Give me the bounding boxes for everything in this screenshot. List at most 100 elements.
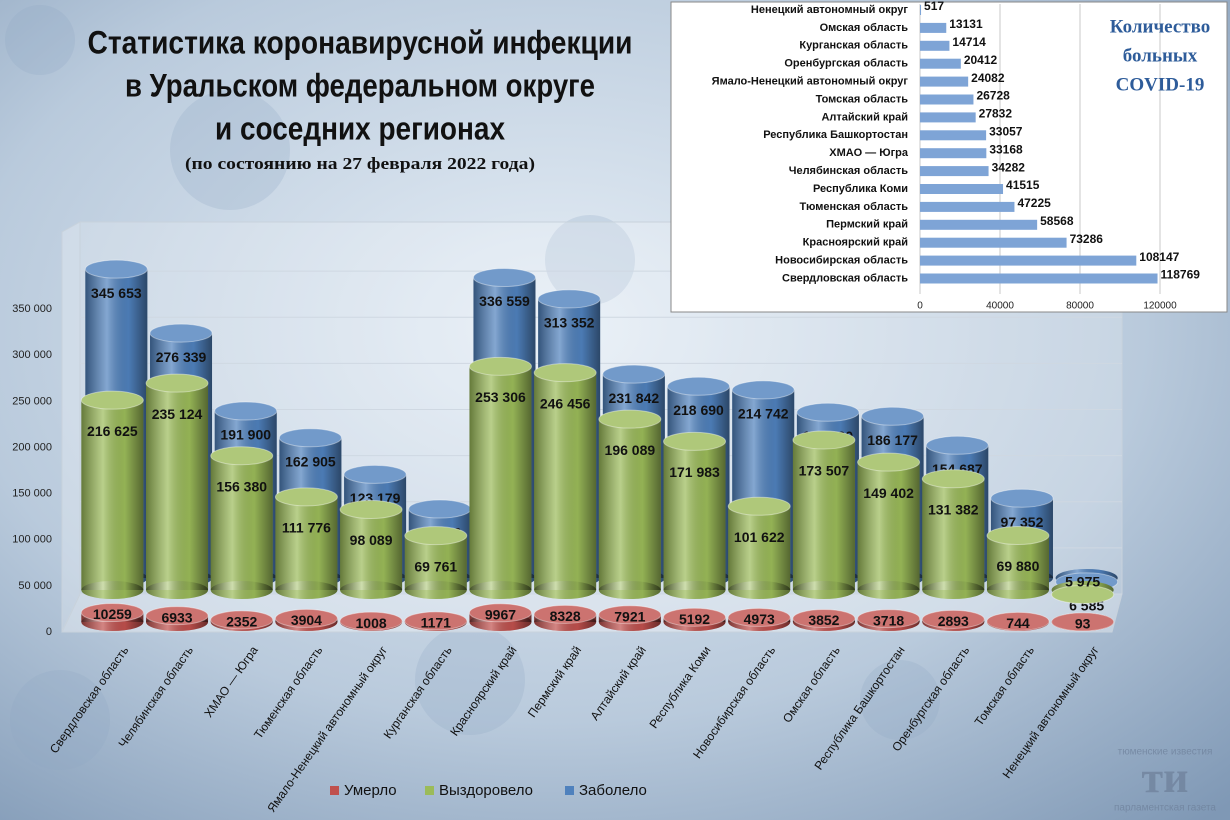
- x-tick-label: 40000: [986, 301, 1014, 312]
- logo-top: тюменские известия: [1118, 747, 1213, 758]
- dead-cylinder-top-light: [728, 608, 791, 627]
- recovered-cylinder-shade: [275, 496, 338, 590]
- legend-swatch: [425, 786, 434, 795]
- value-label: 41515: [1006, 178, 1040, 192]
- value-label: 191 900: [220, 427, 271, 443]
- dead-cylinder-top: [727, 607, 791, 627]
- virus-decoration: [5, 5, 940, 770]
- category-label: Курганская область: [799, 40, 908, 52]
- dead-cylinder-top: [404, 611, 468, 631]
- value-label: 218 690: [673, 402, 724, 418]
- sick-cylinder-top: [990, 488, 1054, 508]
- dead-cylinder-top-light: [210, 610, 273, 629]
- recovered-cylinder-bottom-shade: [146, 581, 209, 599]
- value-label: 149 402: [863, 485, 914, 501]
- x-tick-label: 80000: [1066, 301, 1094, 312]
- sick-cylinder-top-light: [732, 380, 795, 399]
- dead-cylinder-top-light: [857, 609, 920, 628]
- category-label: Ненецкий автономный округ: [751, 4, 908, 16]
- bar: [920, 148, 987, 159]
- recovered-cylinder-top-light: [404, 526, 467, 545]
- value-label: 27832: [979, 107, 1013, 121]
- dead-cylinder-top: [145, 606, 209, 626]
- recovered-cylinder-bottom-shade: [275, 581, 338, 599]
- sick-cylinder-top-light: [150, 324, 213, 343]
- value-label: 1008: [356, 615, 387, 631]
- category-label: Томская область: [816, 93, 909, 105]
- sick-cylinder-top: [731, 380, 795, 400]
- dead-cylinder-top-light: [404, 611, 467, 630]
- value-label: 2893: [938, 613, 969, 629]
- category-label: Челябинская область: [789, 165, 909, 177]
- dead-cylinder-top: [792, 608, 856, 628]
- recovered-cylinder-bottom-shade: [404, 581, 467, 599]
- recovered-cylinder-top-light: [469, 357, 532, 376]
- value-label: 313 352: [544, 315, 595, 331]
- value-label: 33168: [989, 142, 1023, 156]
- value-label: 156 380: [216, 478, 267, 494]
- sick-cylinder-top-light: [796, 403, 859, 422]
- value-label: 73286: [1070, 232, 1104, 246]
- y-tick-label: 50 000: [18, 580, 52, 592]
- y-tick-label: 300 000: [12, 349, 52, 361]
- recovered-cylinder-shade: [922, 478, 985, 590]
- value-label: 216 625: [87, 423, 138, 439]
- recovered-cylinder-shade: [210, 455, 273, 590]
- dead-cylinder-top-light: [469, 603, 532, 622]
- value-label: 162 905: [285, 453, 336, 469]
- dead-cylinder-top: [274, 608, 338, 628]
- recovered-cylinder-bottom-shade: [792, 581, 855, 599]
- value-label: 108147: [1139, 250, 1179, 264]
- recovered-cylinder-top-light: [792, 430, 855, 449]
- value-label: 246 456: [540, 395, 591, 411]
- recovered-cylinder-top-light: [857, 453, 920, 472]
- sick-cylinder-top: [667, 376, 731, 396]
- sick-cylinder-top-light: [85, 260, 148, 279]
- logo-bottom: парламентская газета: [1114, 803, 1216, 814]
- recovered-cylinder-bottom-shade: [469, 581, 532, 599]
- dead-cylinder-top: [210, 610, 274, 630]
- bar: [920, 58, 961, 69]
- sick-cylinder-top-light: [473, 268, 536, 287]
- dead-cylinder-top: [663, 607, 727, 627]
- bar: [920, 94, 974, 105]
- recovered-cylinder-bottom-shade: [986, 581, 1049, 599]
- dead-cylinder-top: [468, 603, 532, 623]
- value-label: 9967: [485, 607, 516, 623]
- recovered-cylinder-top: [921, 469, 985, 489]
- value-label: 517: [924, 0, 944, 13]
- recovered-cylinder-top-light: [340, 500, 403, 519]
- chart-title: Статистика коронавирусной инфекции: [88, 24, 633, 60]
- bar: [920, 166, 989, 177]
- recovered-cylinder-top: [727, 496, 791, 516]
- recovered-cylinder-top-light: [663, 432, 726, 451]
- bar: [920, 22, 947, 33]
- main-chart: Статистика коронавирусной инфекции в Урал…: [12, 24, 1122, 815]
- category-label: Пермский край: [826, 219, 908, 231]
- value-label: 8328: [550, 608, 581, 624]
- value-label: 47225: [1017, 196, 1051, 210]
- sick-cylinder-top: [861, 406, 925, 426]
- recovered-cylinder-top-light: [275, 487, 338, 506]
- chart-subtitle: (по состоянию на 27 февраля 2022 года): [185, 154, 535, 173]
- sick-cylinder-top: [149, 323, 213, 343]
- value-label: 345 653: [91, 285, 142, 301]
- sick-cylinder-top-light: [279, 428, 342, 447]
- recovered-cylinder-top: [210, 446, 274, 466]
- legend-label: Выздоровело: [439, 782, 533, 799]
- y-tick-label: 0: [46, 626, 52, 638]
- inset-title: Количество: [1110, 16, 1210, 37]
- sick-cylinder-top-light: [667, 377, 730, 396]
- dead-cylinder-top-light: [792, 609, 855, 628]
- recovered-cylinder-top-light: [1051, 585, 1114, 604]
- sick-cylinder-top-light: [602, 365, 665, 384]
- bar: [920, 5, 922, 15]
- recovered-cylinder-top: [663, 431, 727, 451]
- value-label: 173 507: [799, 463, 850, 479]
- chart-title: в Уральском федеральном округе: [125, 67, 595, 103]
- recovered-cylinder-bottom-shade: [598, 581, 661, 599]
- sick-cylinder-top: [472, 268, 536, 288]
- value-label: 3852: [808, 612, 839, 628]
- value-label: 253 306: [475, 389, 526, 405]
- dead-cylinder-top: [857, 609, 921, 629]
